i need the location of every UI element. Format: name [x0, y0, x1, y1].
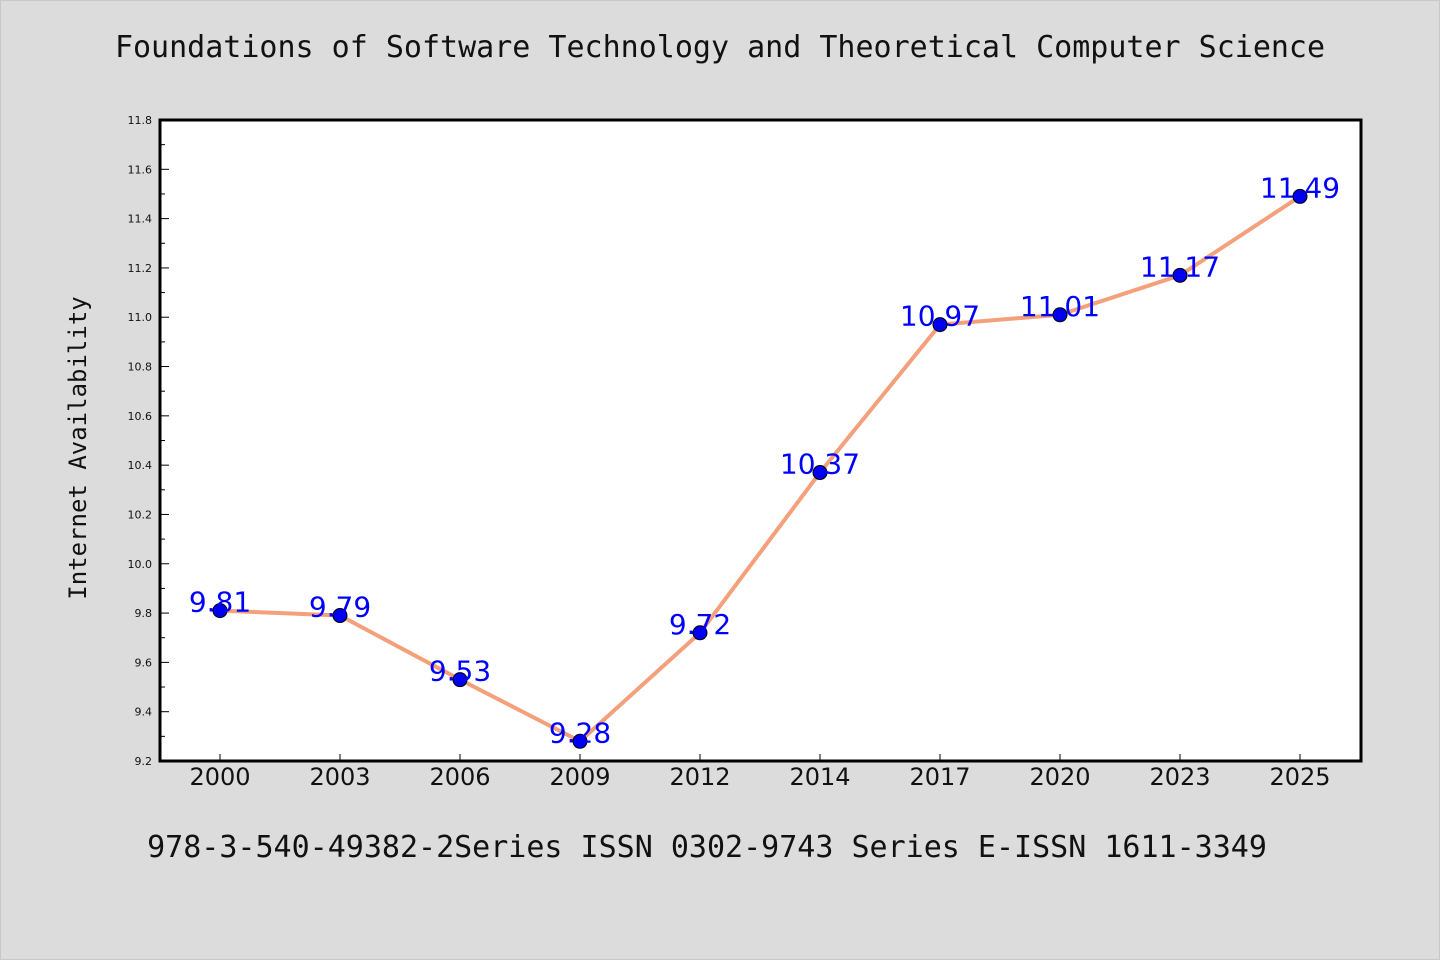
- y-tick-label: 10.8: [128, 361, 153, 374]
- data-point: [692, 625, 708, 641]
- data-point: [1172, 267, 1188, 283]
- data-point: [212, 603, 228, 619]
- data-point: [572, 733, 588, 749]
- y-tick-label: 11.0: [128, 311, 153, 324]
- y-tick-label: 9.6: [135, 656, 153, 669]
- data-point: [932, 317, 948, 333]
- y-tick-label: 10.4: [128, 459, 153, 472]
- data-point: [452, 672, 468, 688]
- data-label: 9.53: [429, 655, 491, 688]
- x-tick-label: 2012: [669, 763, 730, 791]
- y-axis-label: Internet Availability: [64, 296, 92, 599]
- y-tick-label: 9.4: [135, 706, 153, 719]
- x-tick-label: 2014: [789, 763, 850, 791]
- data-label: 9.81: [189, 586, 251, 619]
- series-line: [218, 194, 1302, 744]
- x-tick-label: 2000: [189, 763, 250, 791]
- x-tick-label: 2017: [909, 763, 970, 791]
- x-tick-label: 2009: [549, 763, 610, 791]
- y-tick-label: 11.2: [128, 262, 153, 275]
- y-tick-label: 9.8: [135, 607, 153, 620]
- data-point: [1292, 188, 1308, 204]
- data-label: 10.97: [900, 300, 980, 333]
- y-tick-label: 9.2: [135, 755, 153, 768]
- footer-isbn-issn: 978-3-540-49382-2Series ISSN 0302-9743 S…: [147, 830, 1267, 865]
- data-label: 9.28: [549, 716, 611, 749]
- x-tick-label: 2025: [1269, 763, 1330, 791]
- data-point: [1052, 307, 1068, 323]
- y-tick-label: 10.2: [128, 508, 153, 521]
- data-label: 9.79: [309, 591, 371, 624]
- x-tick-label: 2006: [429, 763, 490, 791]
- data-label: 10.37: [780, 448, 860, 481]
- y-tick-label: 11.6: [128, 163, 153, 176]
- data-label: 9.72: [669, 608, 731, 641]
- x-tick-label: 2020: [1029, 763, 1090, 791]
- data-point: [812, 465, 828, 481]
- x-axis: 2000 2003 2006 2009 2012 2014 2017 2020 2023 2025: [189, 754, 1331, 791]
- data-label: 11.01: [1020, 290, 1100, 323]
- data-point: [332, 608, 348, 624]
- data-label: 11.49: [1260, 171, 1340, 204]
- y-tick-label: 11.8: [128, 114, 153, 127]
- y-tick-label: 11.4: [128, 213, 153, 226]
- data-label: 11.17: [1140, 250, 1220, 283]
- plot-area: [158, 118, 1363, 763]
- x-tick-label: 2023: [1149, 763, 1210, 791]
- series-layer: 9.81 9.79 9.53 9.28 9.72 10.37 10.97 11.01 11.17…: [189, 171, 1340, 749]
- y-axis: 9.2 9.4 9.6 9.8 10.0 10.2 10.4 10.6 10.8 11.0 11.2…: [128, 114, 169, 768]
- y-tick-label: 10.0: [128, 558, 153, 571]
- chart-title: Foundations of Software Technology and T…: [114, 30, 1326, 65]
- x-tick-label: 2003: [309, 763, 370, 791]
- y-tick-label: 10.6: [128, 410, 153, 423]
